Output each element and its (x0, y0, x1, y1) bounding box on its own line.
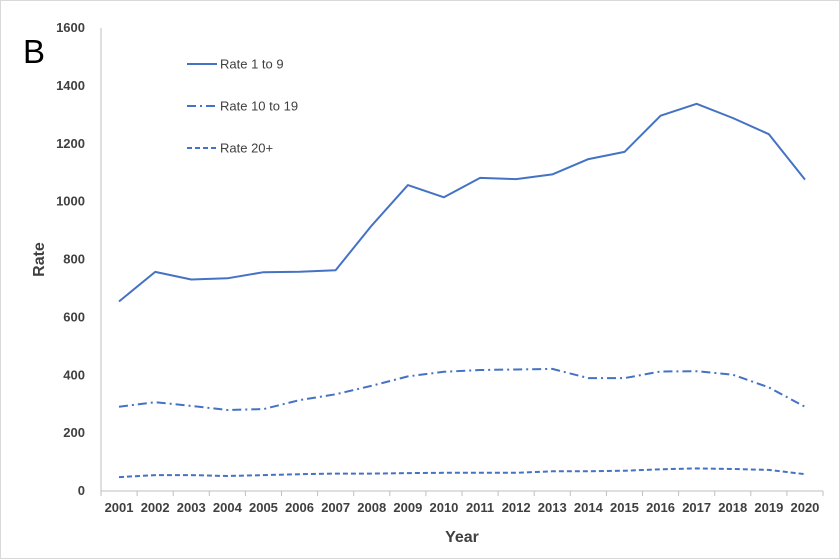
legend-label: Rate 1 to 9 (220, 57, 284, 72)
y-tick-label: 1600 (56, 20, 85, 35)
legend-label: Rate 10 to 19 (220, 99, 298, 114)
x-tick-label: 2016 (646, 500, 675, 515)
x-tick-label: 2018 (718, 500, 747, 515)
y-tick-label: 600 (63, 309, 85, 324)
x-tick-label: 2009 (393, 500, 422, 515)
y-tick-label: 1400 (56, 78, 85, 93)
x-tick-label: 2005 (249, 500, 278, 515)
x-tick-label: 2013 (538, 500, 567, 515)
axes (100, 28, 824, 496)
x-tick-label: 2020 (790, 500, 819, 515)
series-line-3 (118, 467, 806, 479)
series-line-1 (118, 102, 806, 303)
x-tick-label: 2017 (682, 500, 711, 515)
x-tick-label: 2019 (754, 500, 783, 515)
x-tick-label: 2011 (466, 500, 494, 515)
x-tick-label: 2014 (574, 500, 604, 515)
panel-label: B (23, 33, 46, 70)
x-tick-label: 2010 (429, 500, 458, 515)
legend-label: Rate 20+ (220, 141, 273, 156)
x-tick-label: 2012 (502, 500, 531, 515)
y-tick-label: 200 (63, 425, 85, 440)
x-tick-label: 2007 (321, 500, 350, 515)
y-tick-label: 1000 (56, 194, 85, 209)
y-tick-label: 1200 (56, 136, 85, 151)
y-tick-label: 0 (78, 483, 85, 498)
x-tick-label: 2004 (213, 500, 243, 515)
x-tick-labels: 2001 2002 2003 2004 2005 2006 2007 2008 2009 2010… (105, 500, 820, 515)
series-lines (118, 102, 806, 479)
x-tick-label: 2001 (105, 500, 134, 515)
x-axis-title: Year (445, 529, 479, 546)
y-tick-labels: 0 200 400 600 800 1000 1200 1400 1600 (56, 20, 85, 498)
x-tick-label: 2015 (610, 500, 639, 515)
y-tick-label: 400 (63, 367, 85, 382)
legend: Rate 1 to 9 Rate 10 to 19 Rate 20+ (187, 57, 298, 156)
x-tick-label: 2002 (141, 500, 170, 515)
x-tick-label: 2008 (357, 500, 386, 515)
x-tick-label: 2006 (285, 500, 314, 515)
y-tick-label: 800 (63, 252, 85, 267)
x-tick-label: 2003 (177, 500, 206, 515)
y-axis-title: Rate (31, 242, 48, 277)
series-line-2 (118, 367, 806, 411)
